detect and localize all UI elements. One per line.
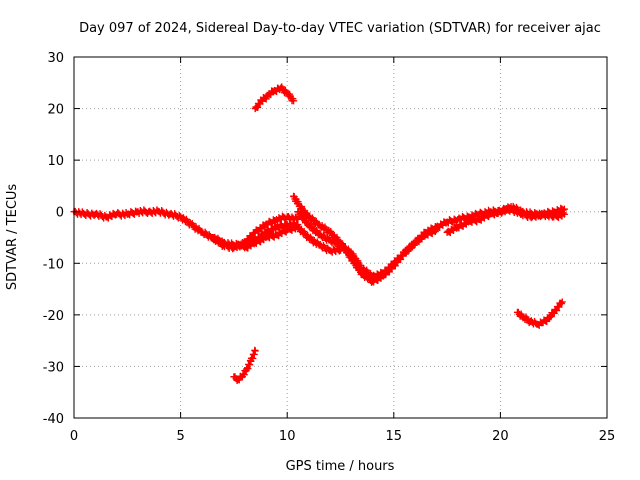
series-dip-c <box>294 223 344 256</box>
series-markers <box>209 212 302 253</box>
series-recovery-b <box>443 202 568 237</box>
x-tick-label: 20 <box>492 429 509 444</box>
series-band-c <box>241 222 302 252</box>
series-arc-bottom-right <box>513 298 566 329</box>
series-arc-top <box>251 83 298 113</box>
x-tick-label: 10 <box>279 429 296 444</box>
series-band-b <box>209 212 302 253</box>
series-markers <box>294 223 344 256</box>
series-markers <box>241 222 302 252</box>
x-tick-label: 5 <box>176 429 184 444</box>
plot-frame <box>73 56 608 419</box>
y-tick-label: 10 <box>47 154 64 169</box>
series-markers <box>251 83 298 113</box>
y-tick-label: -20 <box>43 309 64 324</box>
series-dip-b <box>294 208 440 281</box>
chart-title: Day 097 of 2024, Sidereal Day-to-day VTE… <box>79 21 601 36</box>
y-axis-label: SDTVAR / TECUs <box>5 184 20 291</box>
y-tick-label: -30 <box>43 360 64 375</box>
series-arc-bottom-left <box>230 346 259 384</box>
series-markers <box>443 202 568 237</box>
x-tick-label: 15 <box>386 429 403 444</box>
x-tick-label: 0 <box>70 429 78 444</box>
data-points <box>70 83 568 384</box>
y-tick-label: 20 <box>47 103 64 118</box>
series-markers <box>230 346 259 384</box>
y-tick-label: 0 <box>56 206 64 221</box>
grid-lines <box>74 57 607 418</box>
x-tick-label: 25 <box>599 429 616 444</box>
y-tick-label: 30 <box>47 51 64 66</box>
series-markers <box>70 206 302 251</box>
y-axis-ticks: -40 -30 -20 -10 0 10 20 30 <box>43 51 607 427</box>
x-axis-label: GPS time / hours <box>286 459 395 474</box>
series-markers <box>294 208 440 281</box>
y-tick-label: -40 <box>43 412 64 427</box>
series-markers <box>513 298 566 329</box>
y-tick-label: -10 <box>43 257 64 272</box>
series-main-band <box>70 206 302 251</box>
x-axis-ticks: 0 5 10 15 20 25 <box>70 57 615 444</box>
